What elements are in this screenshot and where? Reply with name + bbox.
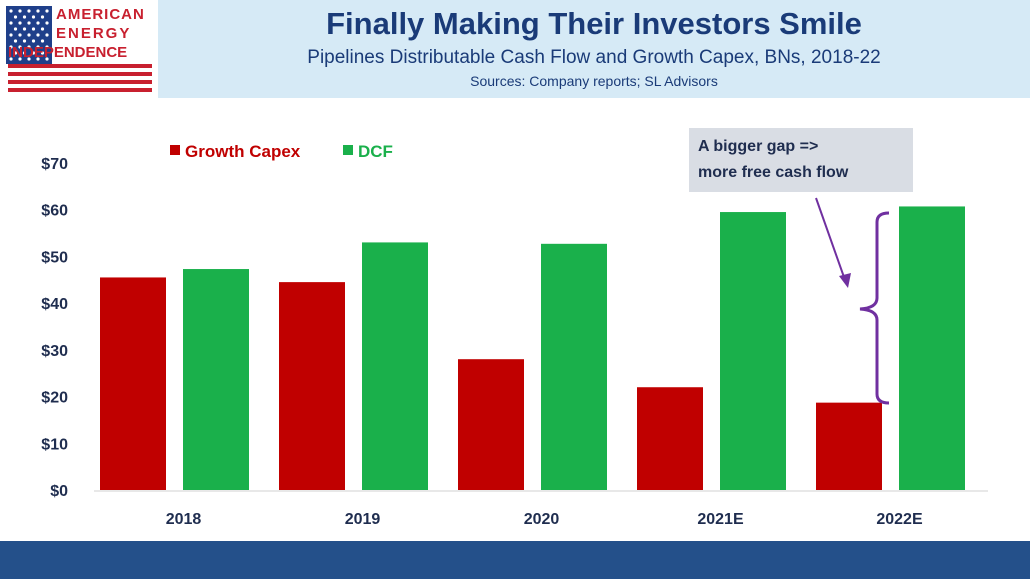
bar-capex-2020 [458,359,524,490]
header-banner [0,0,1030,98]
logo-text-line-2: ENERGY [56,25,132,42]
page-title: Finally Making Their Investors Smile [326,6,862,41]
y-tick-label: $20 [41,390,68,407]
y-tick-label: $40 [41,296,68,313]
legend-swatch-dcf [343,145,353,155]
bar-dcf-2020 [541,243,607,490]
y-tick-label: $50 [41,249,68,266]
x-tick-label: 2018 [166,511,202,528]
bars [100,206,965,491]
bar-capex-2019 [279,282,345,490]
flag-stripes [8,64,152,92]
x-tick-label: 2021E [697,511,744,528]
logo: AMERICAN ENERGY INDEPENDENCE [0,0,158,98]
bar-dcf-2018 [183,269,249,490]
bar-dcf-2022E [899,206,965,490]
y-tick-label: $30 [41,343,68,360]
x-tick-label: 2020 [524,511,560,528]
y-tick-label: $60 [41,203,68,220]
page-subtitle: Pipelines Distributable Cash Flow and Gr… [307,47,881,68]
logo-text-line-1: AMERICAN [56,6,145,23]
us-flag-icon [6,6,52,64]
bar-capex-2022E [816,402,882,490]
footer-bar [0,541,1030,579]
y-tick-label: $70 [41,156,68,173]
bar-dcf-2019 [362,242,428,490]
y-axis-ticks: $0 $10 $20 $30 $40 $50 $60 $70 [41,156,68,500]
curly-bracket-icon [859,211,890,405]
annotation-line-2: more free cash flow [698,164,849,181]
bar-dcf-2021E [720,212,786,491]
annotation-text: A bigger gap => more free cash flow [698,134,908,186]
logo-text-line-3: INDEPENDENCE [8,44,128,61]
chart-legend: Growth Capex DCF [170,142,393,161]
x-tick-label: 2019 [345,511,381,528]
sources-note: Sources: Company reports; SL Advisors [470,73,718,89]
y-tick-label: $10 [41,436,68,453]
legend-label-capex: Growth Capex [185,142,301,161]
bar-capex-2018 [100,277,166,490]
arrow-icon [815,197,851,288]
annotation-line-1: A bigger gap => [698,138,819,155]
legend-label-dcf: DCF [358,142,393,161]
annotation-box [689,128,913,192]
x-axis-ticks: 2018 2019 2020 2021E 2022E [166,511,923,528]
legend-swatch-capex [170,145,180,155]
bar-capex-2021E [637,387,703,490]
bar-chart: Growth Capex DCF $0 $10 $20 $30 $40 $50 $60 $70… [41,142,988,528]
y-tick-label: $0 [50,483,68,500]
x-tick-label: 2022E [876,511,923,528]
